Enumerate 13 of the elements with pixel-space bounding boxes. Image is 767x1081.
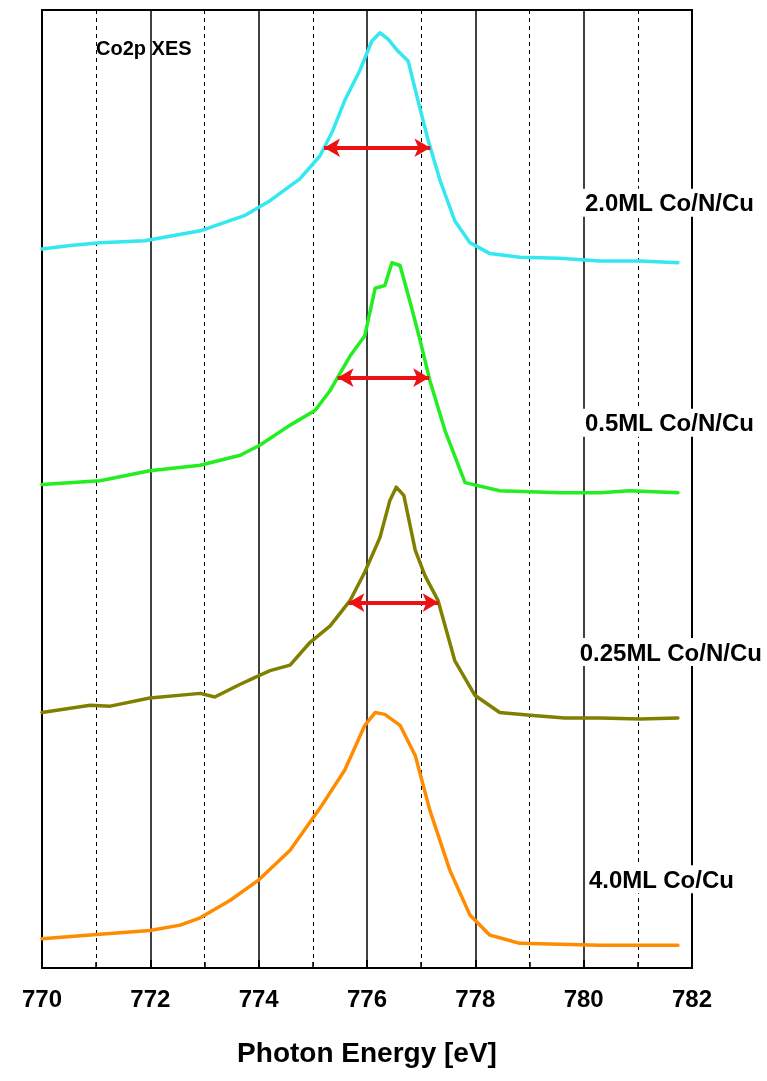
series-label: 2.0ML Co/N/Cu: [585, 189, 754, 217]
x-tick-label: 774: [238, 984, 280, 1012]
text: 0.5ML Co/N/Cu: [585, 409, 754, 437]
x-tick-label: 782: [671, 984, 713, 1012]
text: 0.25ML Co/N/Cu: [579, 638, 762, 666]
x-tick-label: 770: [21, 984, 63, 1012]
annotation: Co2p XES: [96, 37, 192, 59]
text: 4.0ML Co/Cu: [589, 865, 734, 893]
x-tick-label: 778: [455, 984, 496, 1012]
x-axis-title: Photon Energy [eV]: [237, 1036, 497, 1068]
x-tick-label: 772: [130, 984, 171, 1012]
x-tick-label: 780: [563, 984, 604, 1012]
x-tick-label: 776: [346, 984, 388, 1012]
